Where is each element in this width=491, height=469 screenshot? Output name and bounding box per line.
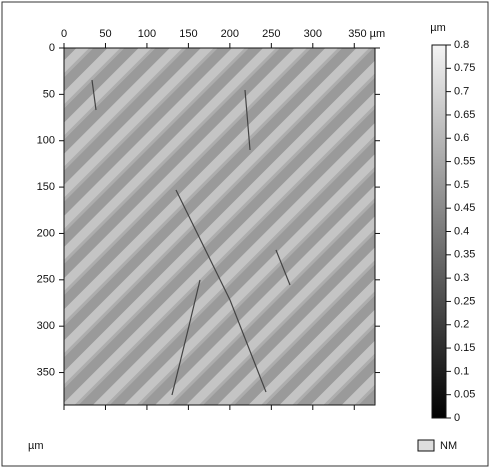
colorbar-unit: µm bbox=[430, 22, 446, 34]
colorbar-tick-label: 0.5 bbox=[454, 179, 469, 191]
crack bbox=[91, 79, 291, 396]
colorbar-tick-label: 0.75 bbox=[454, 62, 475, 74]
y-tick-label: 250 bbox=[37, 274, 55, 286]
x-tick-label: 150 bbox=[179, 28, 197, 40]
x-tick-label: 50 bbox=[99, 28, 111, 40]
x-tick-label: 200 bbox=[221, 28, 239, 40]
colorbar-tick-label: 0.55 bbox=[454, 155, 475, 167]
y-tick-label: 0 bbox=[49, 42, 55, 54]
colorbar bbox=[431, 44, 447, 419]
colorbar-tick-label: 0.25 bbox=[454, 295, 475, 307]
legend-swatch bbox=[417, 439, 435, 452]
colorbar-tick-label: 0.4 bbox=[454, 225, 469, 237]
colorbar-tick-label: 0 bbox=[454, 412, 460, 424]
y-tick-label: 50 bbox=[43, 88, 55, 100]
x-tick-label: 100 bbox=[138, 28, 156, 40]
y-tick-label: 150 bbox=[37, 181, 55, 193]
colorbar-tick-label: 0.6 bbox=[454, 132, 469, 144]
x-tick-label: 300 bbox=[304, 28, 322, 40]
colorbar-tick-label: 0.2 bbox=[454, 319, 469, 331]
legend-label: NM bbox=[440, 440, 457, 452]
colorbar-tick-label: 0.7 bbox=[454, 86, 469, 98]
x-tick-label: 0 bbox=[61, 28, 67, 40]
y-tick-label: 350 bbox=[37, 366, 55, 378]
colorbar-tick-label: 0.05 bbox=[454, 389, 475, 401]
y-tick-label: 300 bbox=[37, 320, 55, 332]
y-tick-label: 200 bbox=[37, 227, 55, 239]
colorbar-tick-label: 0.35 bbox=[454, 249, 475, 261]
x-tick-label: 250 bbox=[262, 28, 280, 40]
colorbar-tick-label: 0.8 bbox=[454, 39, 469, 51]
y-unit: µm bbox=[28, 440, 44, 452]
colorbar-tick-label: 0.65 bbox=[454, 109, 475, 121]
surface-image bbox=[63, 47, 376, 406]
y-tick-label: 100 bbox=[37, 135, 55, 147]
colorbar-tick-label: 0.3 bbox=[454, 272, 469, 284]
x-tick-label: 350 µm bbox=[348, 28, 385, 40]
colorbar-tick-label: 0.15 bbox=[454, 342, 475, 354]
colorbar-tick-label: 0.45 bbox=[454, 202, 475, 214]
colorbar-tick-label: 0.1 bbox=[454, 365, 469, 377]
